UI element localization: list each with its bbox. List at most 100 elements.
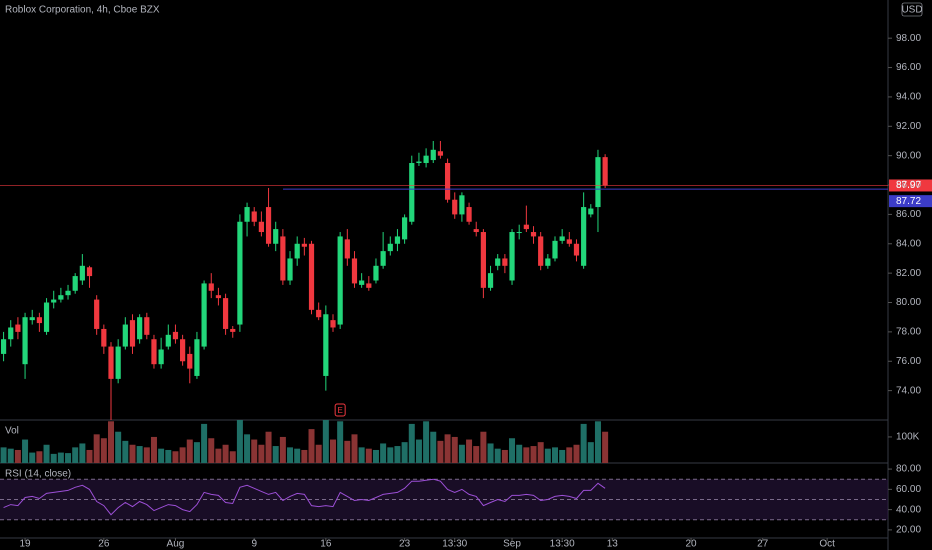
candle-body [380,251,386,266]
candle-body [573,243,580,256]
volume-bar [251,439,258,463]
candle-body [487,273,494,288]
x-tick-label: 27 [757,539,769,550]
candle-body [444,163,451,200]
y-tick-label: 98.00 [896,33,921,44]
volume-bar [451,436,458,463]
y-tick-label: 76.00 [896,356,921,367]
volume-bar [179,447,186,463]
volume-bar [100,438,107,463]
candle-body [101,328,107,347]
candle-body [552,240,558,259]
candle-body [265,207,272,244]
volume-bar [566,447,573,463]
hline-label: 87.72 [896,196,921,207]
volume-bar [458,444,465,463]
y-tick-label: 78.00 [896,327,921,338]
volume-bar [523,447,530,463]
x-tick-label: 13 [607,539,619,550]
candle-body [122,324,128,347]
volume-bar [108,421,114,463]
x-tick-label: 16 [320,539,332,550]
volume-bar [279,436,286,463]
candle-body [423,155,429,164]
volume-bar [365,448,372,463]
candle-body [115,346,121,379]
candle-body [387,243,393,252]
volume-bar [244,434,251,463]
candle-body [208,283,214,291]
y-tick-label: 92.00 [896,121,921,132]
candle-body [137,317,143,340]
volume-bar [229,451,236,463]
y-tick-label: 82.00 [896,268,921,279]
candle-body [581,207,587,266]
candle-body [373,265,379,281]
candle-body [158,349,164,365]
candle-body [237,221,243,325]
rsi-tick-label: 40.00 [896,504,921,515]
volume-bar [115,431,122,463]
candle-body [459,195,465,215]
volume-bar [573,444,580,463]
volume-bar [150,436,157,463]
candle-body [194,339,200,376]
candle-body [337,236,343,325]
rsi-tick-label: 60.00 [896,484,921,495]
volume-label: Vol [5,426,19,437]
candle-body [58,295,64,300]
volume-bar [36,451,43,463]
candle-body [509,232,515,281]
hline-box [889,195,932,208]
volume-bar [65,453,72,463]
candle-body [566,239,572,244]
volume-bar [143,447,150,463]
volume-bar [236,420,243,463]
candle-body [480,232,486,288]
volume-bar [580,423,587,463]
candle-body [151,339,157,365]
candle-body [316,309,322,318]
volume-bar [193,442,200,463]
x-tick-label: 26 [98,539,110,550]
currency-box [901,2,923,17]
y-tick-label: 80.00 [896,297,921,308]
candle-body [344,239,350,259]
volume-bar [351,434,358,463]
candle-body [15,324,21,332]
volume-bar [315,444,322,463]
candle-body [251,211,257,222]
volume-bar [129,444,136,463]
x-tick-label: 13:30 [550,539,575,550]
candle-body [244,207,250,222]
candle-body [366,283,372,288]
volume-bar [394,446,401,463]
candle-body [430,149,436,161]
x-tick-label: 13:30 [442,539,467,550]
candle-body [129,320,136,347]
candle-body [94,299,100,329]
volume-bar [93,434,100,463]
candle-body [22,317,28,365]
candle-body [516,232,522,234]
candle-body [86,267,93,277]
volume-bar [559,449,566,463]
x-tick-label: 9 [251,539,257,550]
candle-body [308,243,315,310]
volume-bar [487,443,494,463]
y-tick-label: 86.00 [896,209,921,220]
volume-bar [408,423,415,463]
candle-body [72,276,78,291]
candle-body [409,163,415,222]
volume-bar [380,443,387,463]
candle-body [51,299,57,303]
x-tick-label: 19 [20,539,32,550]
volume-bar [387,447,394,463]
volume-bar [29,452,36,463]
volume-bar [372,449,379,463]
volume-bar [322,420,329,463]
volume-bar [537,442,544,463]
volume-bar [415,439,422,463]
candle-body [187,353,193,369]
